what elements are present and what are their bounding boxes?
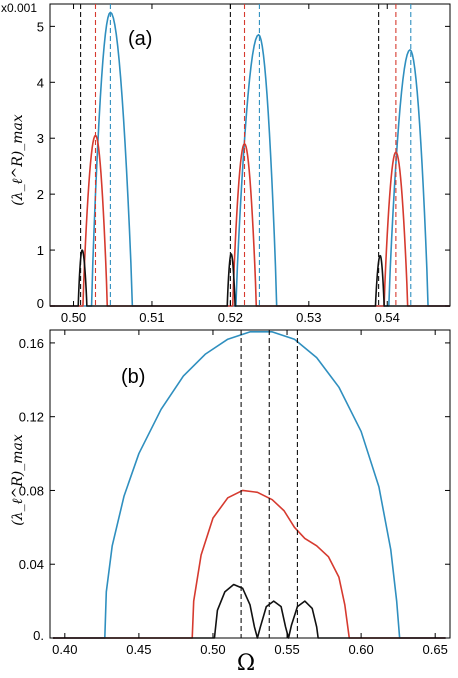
x-tick-label: 0.52 bbox=[218, 310, 243, 325]
y-tick-label: 0.08 bbox=[19, 483, 44, 498]
panel-a-y-multiplier: x0.001 bbox=[1, 1, 37, 15]
y-tick-label: 0.16 bbox=[19, 336, 44, 351]
y-tick-label: 0.04 bbox=[19, 557, 44, 572]
x-tick-label: 0.45 bbox=[126, 642, 151, 657]
y-tick-label: 4 bbox=[37, 75, 44, 90]
panel-b-axes: 0.40 0.45 0.50 0.55 0.60 0.65 0. 0.04 0.08 0.12 0.… bbox=[19, 330, 450, 657]
x-tick-label: 0.53 bbox=[296, 310, 321, 325]
x-tick-label: 0.50 bbox=[200, 642, 225, 657]
panel-a-ylabel: (λ_ℓ^R)_max bbox=[10, 114, 26, 206]
x-tick-label: 0.51 bbox=[139, 310, 164, 325]
series-line-blue bbox=[52, 331, 446, 639]
y-tick-label: 0 bbox=[37, 296, 44, 311]
x-tick-label: 0.65 bbox=[423, 642, 448, 657]
panel-b-reference-lines bbox=[240, 330, 298, 638]
panel-b-curves bbox=[52, 331, 446, 639]
x-tick-label: 0.40 bbox=[52, 642, 77, 657]
y-tick-label: 2 bbox=[37, 187, 44, 202]
x-tick-label: 0.55 bbox=[274, 642, 299, 657]
panel-b-label: (b) bbox=[121, 366, 145, 388]
panel-a-axes: 0.50 0.51 0.52 0.53 0.54 0 1 2 3 4 5 bbox=[37, 4, 450, 325]
y-tick-label: 1 bbox=[37, 243, 44, 258]
y-tick-label: 0.12 bbox=[19, 410, 44, 425]
series-line-blue bbox=[50, 11, 450, 307]
panel-a-reference-lines bbox=[80, 4, 412, 306]
x-tick-label: 0.54 bbox=[375, 310, 400, 325]
panel-b-plot-frame bbox=[49, 329, 451, 639]
panel-a: 0.50 0.51 0.52 0.53 0.54 0 1 2 3 4 5 (a) x0.001 (λ… bbox=[1, 1, 451, 325]
y-tick-label: 0. bbox=[33, 628, 44, 643]
x-tick-label: 0.60 bbox=[348, 642, 373, 657]
panel-a-label: (a) bbox=[128, 28, 152, 50]
series-line-black bbox=[52, 583, 446, 639]
x-tick-label: 0.50 bbox=[61, 310, 86, 325]
panel-b-xlabel: Ω bbox=[237, 651, 255, 676]
panel-b: 0.40 0.45 0.50 0.55 0.60 0.65 0. 0.04 0.08 0.12 0.… bbox=[10, 329, 451, 676]
series-line-red bbox=[52, 489, 446, 639]
y-tick-label: 5 bbox=[37, 19, 44, 34]
y-tick-label: 3 bbox=[37, 131, 44, 146]
panel-b-ylabel: (λ_ℓ^R)_max bbox=[10, 434, 26, 526]
